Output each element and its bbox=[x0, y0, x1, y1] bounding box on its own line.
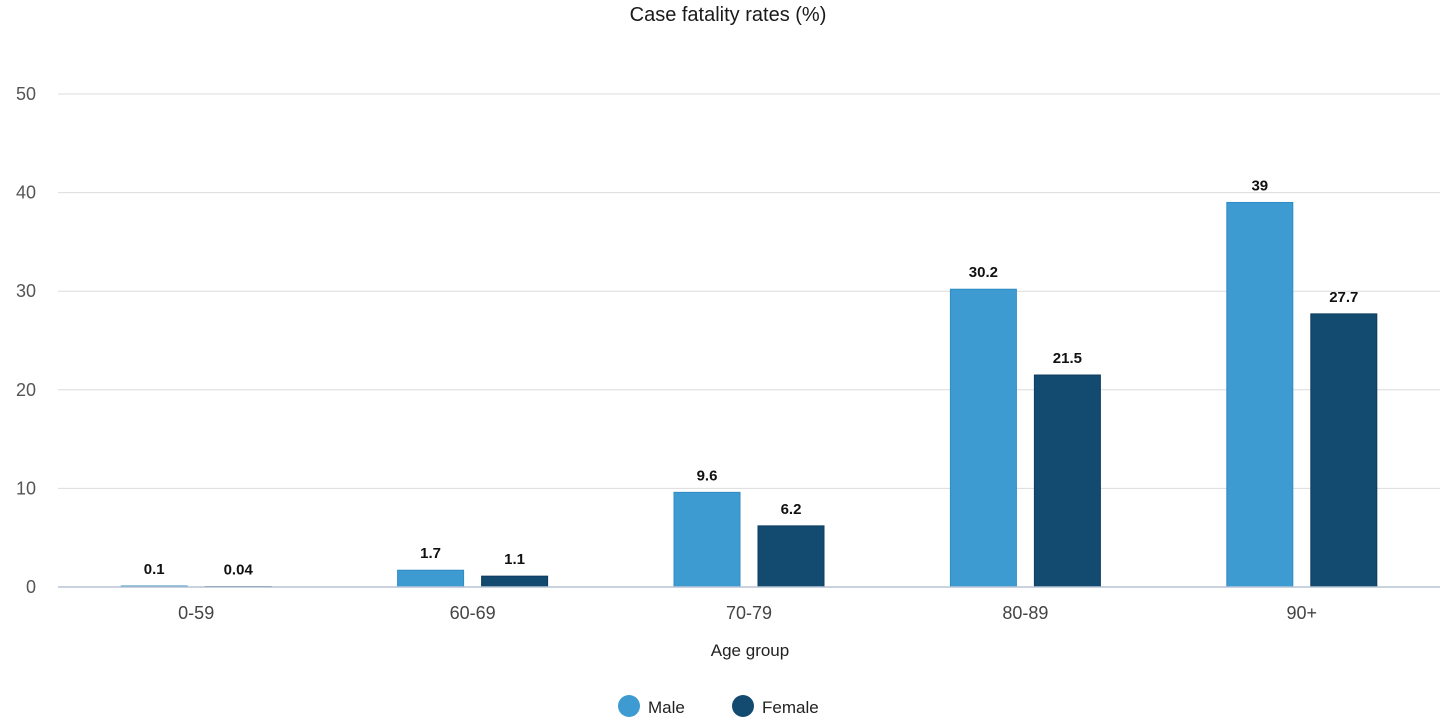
x-tick-label: 90+ bbox=[1287, 603, 1318, 623]
y-tick-label: 20 bbox=[16, 380, 36, 400]
data-label: 1.1 bbox=[504, 551, 525, 568]
data-label: 6.2 bbox=[781, 501, 802, 518]
bar-female bbox=[1033, 374, 1101, 588]
bar-female bbox=[757, 525, 825, 588]
legend: Male Female bbox=[618, 695, 819, 717]
y-tick-label: 50 bbox=[16, 84, 36, 104]
bar-male bbox=[1226, 201, 1294, 588]
data-label: 39 bbox=[1251, 177, 1268, 194]
x-tick-label: 60-69 bbox=[450, 603, 496, 623]
data-label: 27.7 bbox=[1329, 289, 1358, 306]
data-label: 30.2 bbox=[969, 264, 998, 281]
data-label: 0.04 bbox=[224, 562, 254, 579]
data-label: 21.5 bbox=[1053, 350, 1082, 367]
y-axis-ticks: 0 10 20 30 40 50 bbox=[16, 84, 36, 597]
y-tick-label: 40 bbox=[16, 183, 36, 203]
legend-swatch-female bbox=[732, 695, 754, 717]
x-tick-label: 80-89 bbox=[1002, 603, 1048, 623]
bars bbox=[120, 201, 1378, 588]
data-label: 0.1 bbox=[144, 561, 165, 578]
data-label: 1.7 bbox=[420, 545, 441, 562]
x-axis-ticks: 0-59 60-69 70-79 80-89 90+ bbox=[178, 603, 1317, 623]
data-label: 9.6 bbox=[697, 467, 718, 484]
y-tick-label: 10 bbox=[16, 478, 36, 498]
bar-female bbox=[481, 575, 549, 588]
bar-male bbox=[673, 491, 741, 588]
bar-female bbox=[1310, 313, 1378, 588]
gridlines bbox=[58, 93, 1440, 489]
y-tick-label: 0 bbox=[26, 577, 36, 597]
x-axis-title: Age group bbox=[711, 641, 789, 660]
chart-title: Case fatality rates (%) bbox=[630, 4, 827, 26]
x-tick-label: 0-59 bbox=[178, 603, 214, 623]
y-tick-label: 30 bbox=[16, 281, 36, 301]
data-labels: 0.1 0.04 1.7 1.1 9.6 6.2 30.2 21.5 39 27.7 bbox=[144, 177, 1359, 578]
x-tick-label: 70-79 bbox=[726, 603, 772, 623]
bar-male bbox=[397, 569, 465, 588]
bar-male bbox=[949, 288, 1017, 588]
legend-label: Female bbox=[762, 698, 819, 717]
legend-label: Male bbox=[648, 698, 685, 717]
legend-swatch-male bbox=[618, 695, 640, 717]
